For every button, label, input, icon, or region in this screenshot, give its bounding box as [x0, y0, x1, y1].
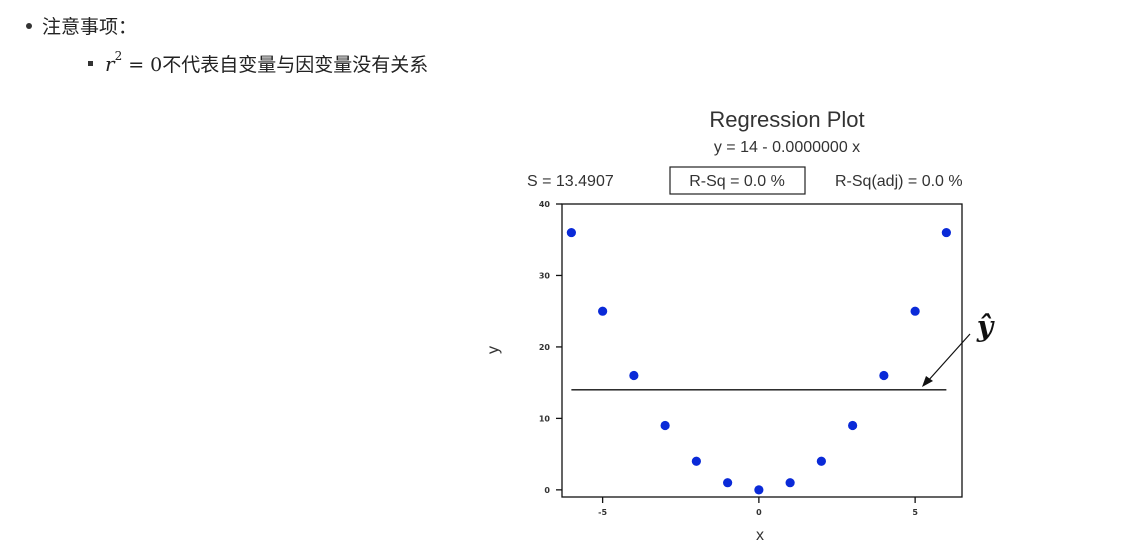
data-point	[848, 420, 858, 431]
data-points	[566, 227, 951, 495]
annotation-arrow-shaft	[926, 333, 971, 383]
data-point	[754, 485, 764, 495]
y-axis: 0 10 20 30 40	[539, 200, 562, 495]
data-point	[879, 370, 889, 381]
data-point	[629, 370, 639, 381]
annotation-yhat: ŷ	[976, 310, 995, 343]
chart-subtitle: y = 14 - 0.0000000 x	[714, 139, 860, 156]
math-r-squared: r2	[105, 49, 123, 76]
data-point	[910, 306, 920, 316]
x-tick-label: -5	[598, 508, 607, 517]
math-equals: =	[128, 54, 145, 76]
plot-frame	[561, 203, 963, 498]
notes-subitem: r2 = 0不代表自变量与因变量没有关系	[88, 49, 429, 77]
notes-heading: 注意事项：	[42, 16, 138, 38]
chart-title: Regression Plot	[709, 107, 864, 132]
stat-rsq-adj: R-Sq(adj) = 0.0 %	[835, 173, 963, 190]
data-point	[660, 420, 670, 431]
stat-rsq-box	[669, 166, 806, 195]
data-point	[785, 478, 795, 488]
annotation-arrow-head	[922, 376, 933, 387]
math-var: r	[105, 52, 115, 76]
x-axis-label: x	[756, 527, 764, 544]
stat-s: S = 13.4907	[527, 173, 614, 190]
notes-item-text: 不代表自变量与因变量没有关系	[162, 54, 429, 76]
y-tick-label: 30	[539, 271, 551, 280]
stat-rsq: R-Sq = 0.0 %	[689, 173, 785, 190]
x-tick-label: 5	[912, 508, 918, 517]
math-sup: 2	[114, 49, 123, 64]
x-tick-label: 0	[756, 508, 762, 517]
notes-heading-item: 注意事项：	[26, 12, 137, 39]
data-point	[598, 306, 608, 316]
y-tick-label: 40	[539, 200, 551, 209]
data-point	[816, 456, 826, 466]
y-axis-label: y	[485, 346, 502, 354]
data-point	[941, 227, 951, 238]
y-tick-label: 10	[539, 414, 551, 423]
data-point	[691, 456, 701, 466]
x-axis: -5 0 5	[598, 497, 918, 517]
data-point	[566, 227, 576, 238]
bullet-square	[88, 61, 93, 66]
bullet-dot	[26, 22, 32, 29]
regression-plot: Regression Plot y = 14 - 0.0000000 x S =…	[485, 107, 995, 544]
data-point	[723, 478, 733, 488]
y-tick-label: 0	[544, 486, 550, 495]
y-tick-label: 20	[539, 343, 551, 352]
math-zero: 0	[150, 54, 163, 76]
